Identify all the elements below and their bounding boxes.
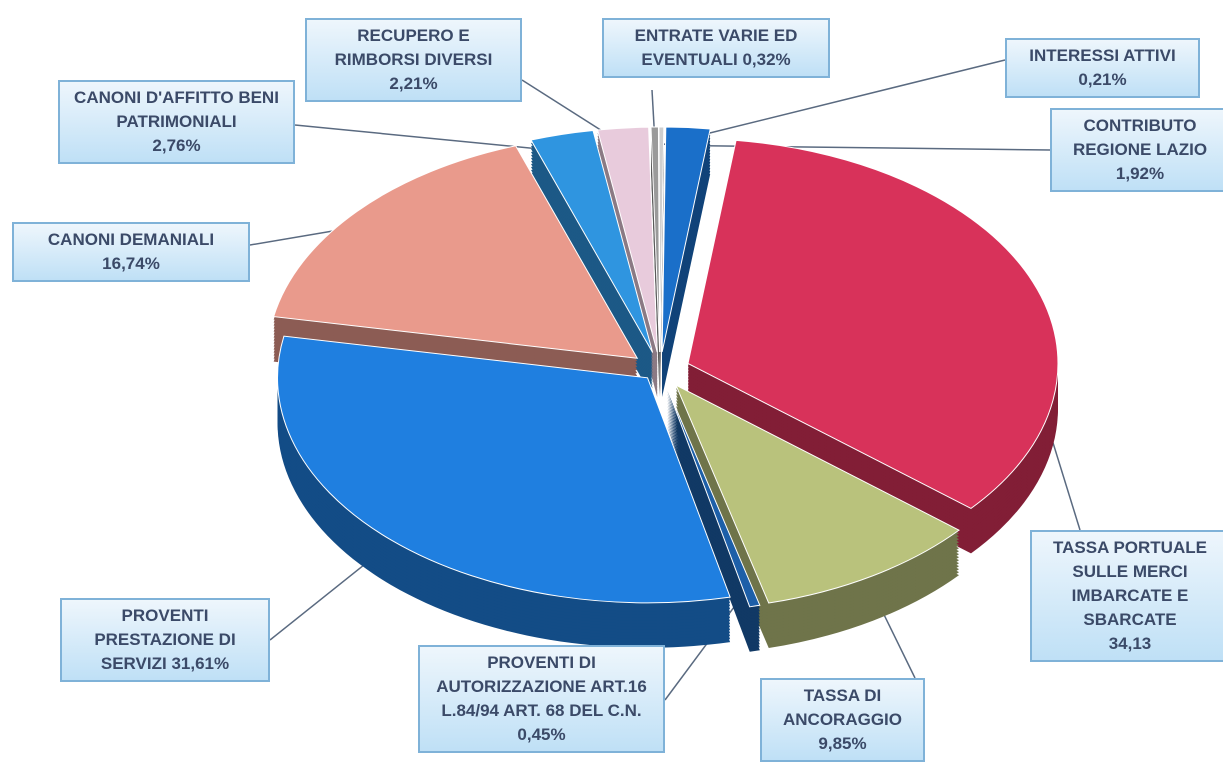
leader-line xyxy=(661,59,1006,146)
value-label: 16,74% xyxy=(102,254,160,273)
category-name: PROVENTI DI AUTORIZZAZIONE ART.16 L.84/9… xyxy=(436,653,647,720)
category-name: CANONI DEMANIALI xyxy=(47,230,215,249)
category-name: ENTRATE VARIE ED EVENTUALI xyxy=(634,26,798,69)
slice xyxy=(674,384,960,604)
category-name: TASSA PORTUALE SULLE MERCI IMBARCATE E S… xyxy=(1053,538,1207,629)
category-name: PROVENTI PRESTAZIONE DI SERVIZI xyxy=(94,606,236,673)
slice-label: TASSA PORTUALE SULLE MERCI IMBARCATE E S… xyxy=(1030,530,1223,662)
value-label: 2,76% xyxy=(152,136,201,155)
slice-label: ENTRATE VARIE ED EVENTUALI 0,32% xyxy=(602,18,830,78)
slice-label: CANONI DEMANIALI 16,74% xyxy=(12,222,250,282)
category-name: CANONI D'AFFITTO BENI PATRIMONIALI xyxy=(74,88,279,131)
slice xyxy=(273,145,639,359)
slice xyxy=(687,139,1059,509)
slice xyxy=(277,335,731,604)
value-label: 2,21% xyxy=(389,74,438,93)
value-label: 34,13 xyxy=(1108,634,1152,653)
slice xyxy=(666,387,761,608)
value-label: 9,85% xyxy=(818,734,867,753)
slice xyxy=(530,129,654,353)
slice-label: RECUPERO E RIMBORSI DIVERSI 2,21% xyxy=(305,18,522,102)
slice xyxy=(661,126,711,353)
value-label: 1,92% xyxy=(1115,164,1165,183)
category-name: TASSA DI ANCORAGGIO xyxy=(783,686,902,729)
leader-line xyxy=(294,124,570,153)
slice xyxy=(596,126,658,353)
slice xyxy=(650,126,661,353)
slice-label: INTERESSI ATTIVI 0,21% xyxy=(1005,38,1200,98)
category-name: RECUPERO E RIMBORSI DIVERSI xyxy=(334,26,493,69)
value-label: 31,61% xyxy=(171,654,230,673)
value-label: 0,32% xyxy=(742,50,791,69)
category-name: INTERESSI ATTIVI xyxy=(1029,46,1176,65)
slice-label: TASSA DI ANCORAGGIO 9,85% xyxy=(760,678,925,762)
slice-label: CONTRIBUTO REGIONE LAZIO 1,92% xyxy=(1050,108,1223,192)
slice-label: CANONI D'AFFITTO BENI PATRIMONIALI 2,76% xyxy=(58,80,295,164)
value-label: 0,45% xyxy=(517,725,566,744)
category-name: CONTRIBUTO REGIONE LAZIO xyxy=(1072,116,1208,159)
slice-label: PROVENTI DI AUTORIZZAZIONE ART.16 L.84/9… xyxy=(418,645,665,753)
value-label: 0,21% xyxy=(1078,70,1127,89)
slice-label: PROVENTI PRESTAZIONE DI SERVIZI 31,61% xyxy=(60,598,270,682)
